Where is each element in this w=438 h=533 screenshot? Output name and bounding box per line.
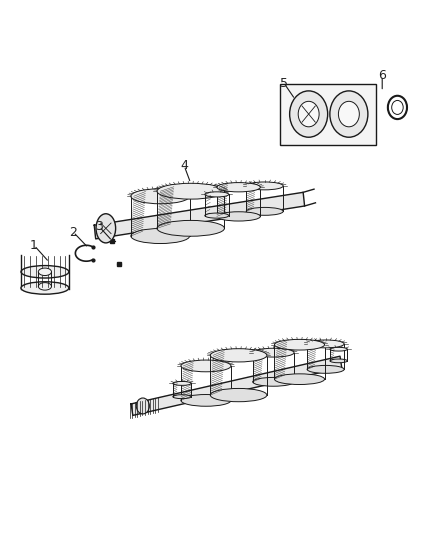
Ellipse shape <box>330 348 347 351</box>
Ellipse shape <box>246 207 283 215</box>
Ellipse shape <box>217 183 260 192</box>
Ellipse shape <box>21 265 69 278</box>
Polygon shape <box>94 192 304 239</box>
Text: 2: 2 <box>69 225 77 239</box>
Ellipse shape <box>173 395 191 399</box>
Ellipse shape <box>136 398 149 414</box>
Polygon shape <box>131 356 342 415</box>
Ellipse shape <box>275 340 325 350</box>
Ellipse shape <box>157 221 224 236</box>
Circle shape <box>290 91 328 137</box>
Text: 4: 4 <box>180 159 188 172</box>
Ellipse shape <box>217 212 260 221</box>
Circle shape <box>298 101 319 127</box>
Ellipse shape <box>181 394 231 406</box>
Ellipse shape <box>21 282 69 294</box>
Ellipse shape <box>173 382 191 385</box>
Ellipse shape <box>307 340 344 348</box>
Ellipse shape <box>253 377 294 386</box>
Ellipse shape <box>210 389 267 402</box>
Text: 1: 1 <box>30 239 38 252</box>
Text: 3: 3 <box>95 220 103 233</box>
Text: 5: 5 <box>280 77 288 90</box>
Ellipse shape <box>131 189 190 204</box>
Ellipse shape <box>131 229 190 244</box>
Ellipse shape <box>210 349 267 362</box>
Ellipse shape <box>253 348 294 357</box>
Ellipse shape <box>307 366 344 373</box>
Circle shape <box>339 101 359 127</box>
Text: 6: 6 <box>378 69 386 82</box>
Ellipse shape <box>246 182 283 190</box>
Ellipse shape <box>157 183 224 199</box>
Circle shape <box>330 91 368 137</box>
Ellipse shape <box>330 359 347 363</box>
Ellipse shape <box>181 360 231 372</box>
Ellipse shape <box>205 192 229 197</box>
Ellipse shape <box>96 214 116 243</box>
Ellipse shape <box>275 374 325 384</box>
Ellipse shape <box>39 268 52 276</box>
Ellipse shape <box>205 213 229 218</box>
FancyBboxPatch shape <box>280 84 376 144</box>
